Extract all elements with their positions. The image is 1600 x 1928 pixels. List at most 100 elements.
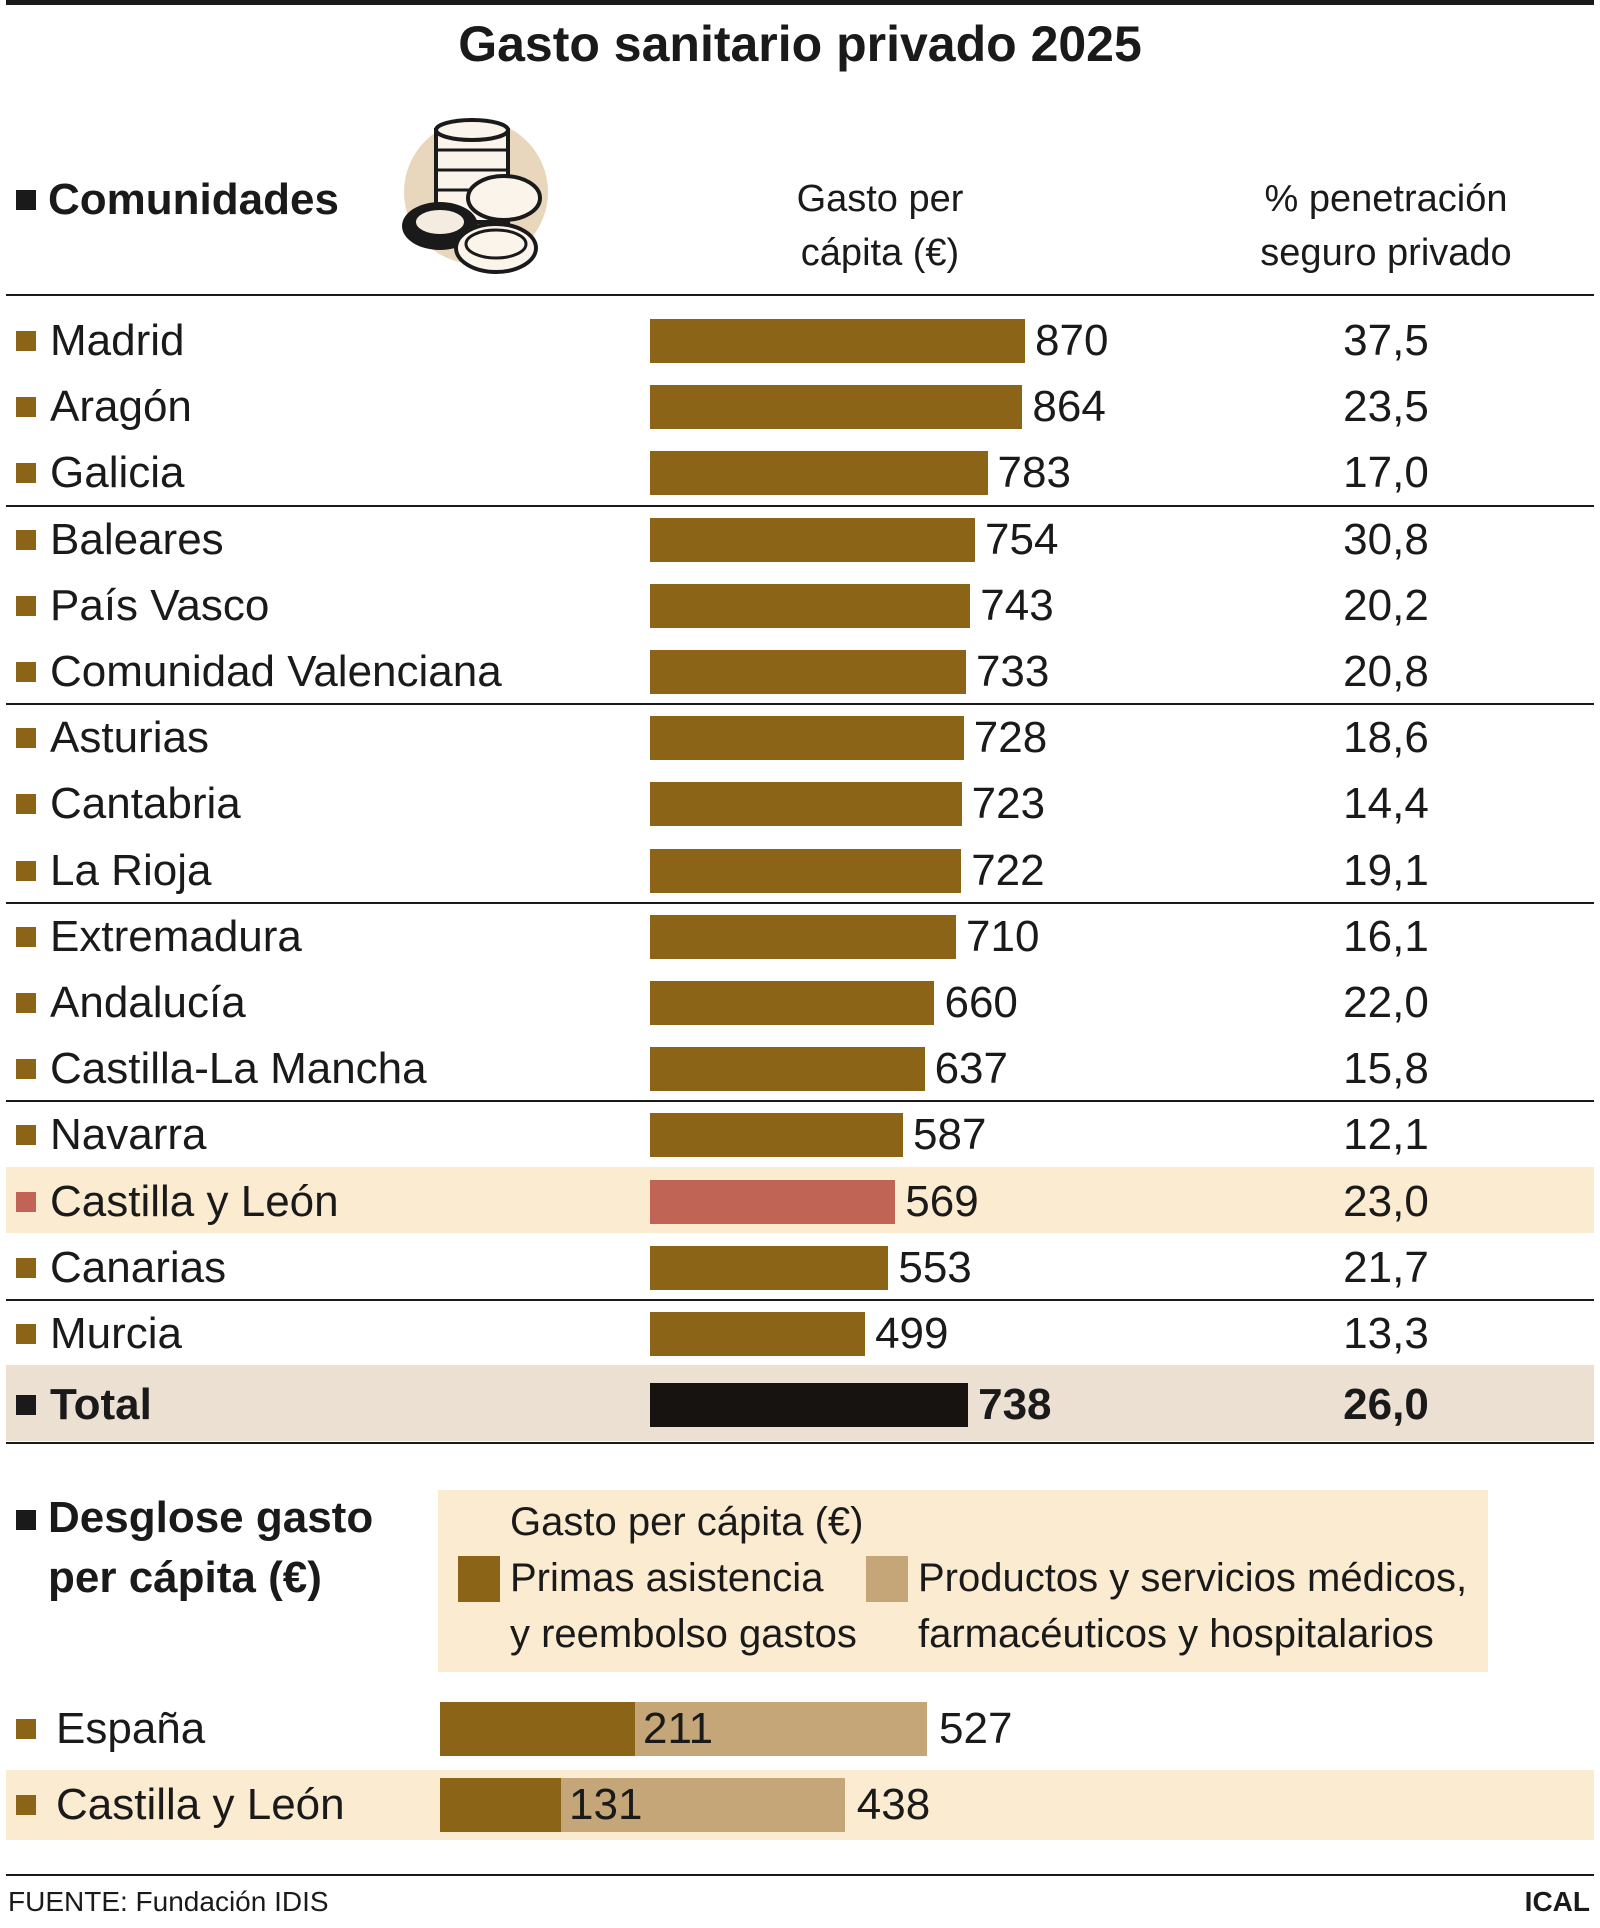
bar [650,1383,969,1428]
bar [650,583,971,628]
penetration-value: 30,8 [1343,514,1429,564]
row-marker [16,993,36,1013]
legend-label-productos-line1: Productos y servicios médicos, [918,1556,1468,1600]
value-label: 743 [980,580,1054,630]
row-marker [16,728,36,749]
row-label: Canarias [50,1242,227,1292]
row-marker [16,1719,36,1739]
desglose-title: Desglose gasto per cápita (€) [48,1492,373,1604]
row-label: Aragón [50,382,192,432]
section-label: Comunidades [48,175,339,224]
penetration-value: 17,0 [1343,448,1429,498]
legend-swatch-productos [866,1556,908,1602]
source-note: FUENTE: Fundación IDIS [8,1886,329,1917]
bar [650,1047,925,1092]
bar [650,451,988,496]
segment-productos [634,1702,927,1756]
bar [650,385,1023,430]
value-label: 710 [966,911,1040,961]
value-label: 637 [934,1044,1008,1094]
segment-primas [440,1702,635,1756]
row-label: Galicia [50,448,185,498]
value-label: 587 [913,1110,987,1160]
value-label: 660 [944,978,1018,1027]
penetration-value: 14,4 [1343,779,1429,829]
group-rule [6,901,1594,904]
stacked-row-label: España [56,1704,206,1753]
row-label: Cantabria [50,779,241,829]
value-label: 754 [985,514,1059,564]
row-marker [16,860,36,881]
desglose-marker [16,1510,36,1530]
bar [650,848,962,893]
penetration-value: 26,0 [1343,1380,1429,1430]
value-label: 723 [971,779,1046,829]
bar [650,319,1025,363]
row-label: La Rioja [50,845,212,895]
value-label: 733 [975,647,1050,696]
penetration-value: 23,5 [1343,382,1429,432]
value-label: 864 [1032,382,1106,432]
value-label: 783 [997,448,1071,498]
table-bottom-rule [6,1442,1594,1444]
row-label: Extremadura [50,911,302,961]
penetration-value: 37,5 [1343,316,1429,365]
row-marker [16,1324,36,1344]
row-marker [16,397,36,418]
coins-icon [402,118,548,274]
total-value-label: 438 [856,1780,931,1829]
credit: ICAL [1524,1886,1590,1917]
bar [650,914,957,959]
row-label: Madrid [50,316,185,365]
legend-swatch-primas [458,1556,500,1602]
penetration-value: 22,0 [1343,978,1429,1027]
legend-label-primas-line2: y reembolso gastos [510,1612,857,1656]
bar [650,782,962,827]
col-header-pct: % penetración seguro privado [1226,172,1546,280]
col-header-pct-line2: seguro privado [1260,232,1512,274]
col-header-gasto-line1: Gasto per [796,178,964,220]
value-label: 870 [1035,316,1109,365]
group-rule [6,504,1594,507]
bar [650,716,964,761]
segment-value-label: 211 [642,1704,714,1753]
penetration-value: 20,8 [1343,647,1429,696]
desglose-title-line1: Desglose gasto [48,1493,374,1542]
row-marker [16,529,36,550]
group-rule [6,1299,1594,1301]
bar [650,1312,866,1356]
row-marker [16,463,36,484]
penetration-value: 15,8 [1343,1044,1429,1094]
desglose-title-line2: per cápita (€) [48,1553,322,1602]
segment-productos [561,1778,845,1832]
chart-title: Gasto sanitario privado 2025 [458,16,1142,72]
row-marker [16,1125,36,1146]
row-label: Baleares [50,514,224,564]
value-label: 569 [905,1176,979,1226]
bar [650,1113,904,1158]
penetration-value: 23,0 [1343,1176,1429,1226]
row-marker [16,1257,36,1278]
group-rule [6,1100,1594,1103]
bar [650,1245,889,1290]
stacked-row-label: Castilla y León [56,1780,345,1829]
row-marker [16,662,36,682]
penetration-value: 12,1 [1343,1110,1429,1160]
row-label: Murcia [50,1309,183,1358]
bar [650,981,935,1025]
legend-label-productos: Productos y servicios médicos, farmacéut… [918,1550,1467,1662]
row-label: Andalucía [50,978,246,1027]
row-label: Castilla y León [50,1176,339,1226]
row-label: Castilla-La Mancha [50,1044,427,1094]
col-header-gasto-line2: cápita (€) [800,232,960,274]
bar [650,1179,896,1224]
row-marker [16,595,36,616]
row-marker [16,794,36,815]
header-rule [6,294,1594,296]
group-rule [6,703,1594,706]
penetration-value: 18,6 [1343,713,1429,763]
col-header-pct-line1: % penetración [1264,178,1508,220]
value-label: 499 [875,1309,949,1358]
row-marker [16,1395,36,1416]
value-label: 738 [978,1380,1052,1430]
